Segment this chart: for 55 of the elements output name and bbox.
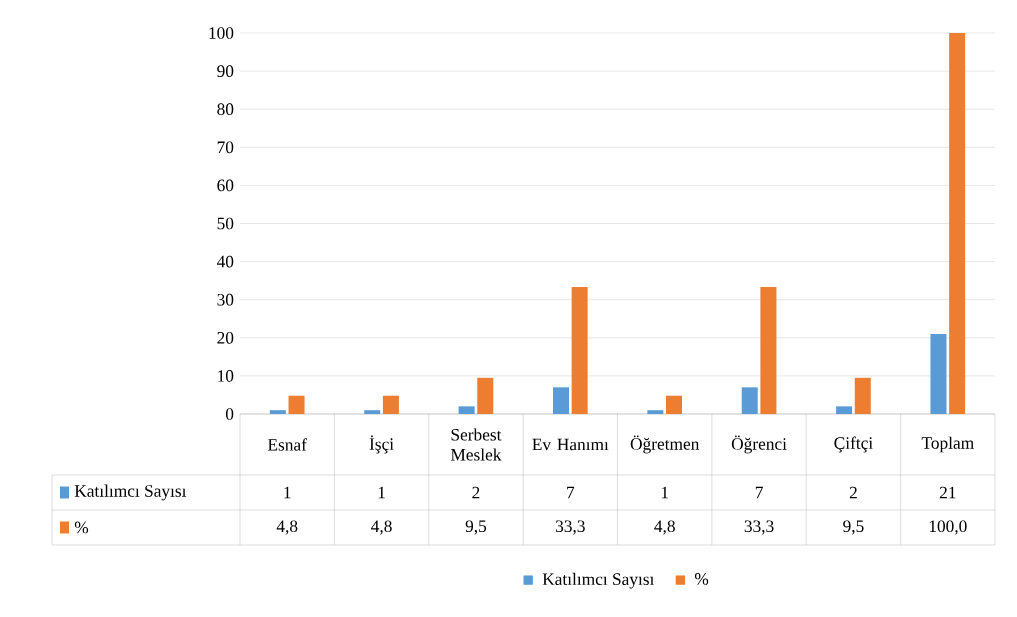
data-label: 21 (939, 486, 956, 499)
y-tick-label: 40 (216, 255, 234, 268)
y-tick-label: 70 (217, 141, 234, 154)
y-tick-label: 50 (217, 217, 234, 230)
data-label: 2 (849, 486, 857, 499)
data-label: 9,5 (843, 520, 864, 535)
legend-label: % (694, 573, 709, 585)
data-label: 7 (567, 486, 575, 499)
data-label: 1 (284, 486, 291, 499)
x-tick-label: Esnaf (267, 438, 307, 451)
data-label: 4,8 (654, 520, 675, 535)
y-tick-label: 10 (218, 370, 234, 382)
data-label: 33,3 (744, 520, 774, 535)
text: Katılımcı Sayısı (542, 572, 655, 589)
data-label: 100,0 (929, 520, 967, 535)
data-label: 9,5 (465, 520, 487, 535)
bar (382, 395, 399, 414)
y-tick-label: 60 (217, 179, 234, 192)
bar (949, 33, 966, 414)
x-tick-label: İşçi (369, 435, 394, 454)
bar (458, 406, 475, 414)
data-label: 33,3 (555, 520, 585, 535)
y-tick-label: 30 (217, 293, 234, 306)
bar (741, 387, 758, 414)
bar (552, 387, 569, 414)
data-label: 1 (661, 486, 668, 499)
legend-label: Katılımcı Sayısı (74, 484, 187, 501)
bar (288, 395, 305, 414)
x-tick-label: Çiftçi (834, 436, 873, 453)
y-tick-label: 100 (209, 27, 234, 39)
x-tick-label: Serbest Meslek (450, 428, 502, 461)
bar (760, 287, 777, 414)
data-label: 7 (755, 486, 763, 499)
bar (647, 410, 664, 414)
bar (477, 377, 494, 414)
bar (364, 410, 381, 414)
y-tick-label: 20 (217, 331, 234, 344)
bar (571, 287, 588, 414)
data-label: 4,8 (276, 520, 298, 535)
x-tick-label: Toplam (921, 436, 974, 453)
x-tick-label: Öğrenci (731, 435, 787, 454)
bar (666, 395, 683, 414)
bar (854, 377, 871, 414)
y-tick-label: 0 (225, 408, 234, 420)
text: % (74, 521, 89, 534)
data-label: 4,8 (371, 520, 392, 535)
bar (836, 406, 853, 414)
data-label: 2 (472, 486, 480, 499)
data-label: 1 (378, 486, 385, 499)
x-tick-label: Ev Hanımı (532, 438, 609, 451)
bar (930, 333, 947, 414)
bar (269, 410, 286, 414)
y-tick-label: 90 (217, 65, 234, 77)
y-tick-label: 80 (217, 103, 234, 116)
x-tick-label: Öğretmen (630, 435, 700, 454)
